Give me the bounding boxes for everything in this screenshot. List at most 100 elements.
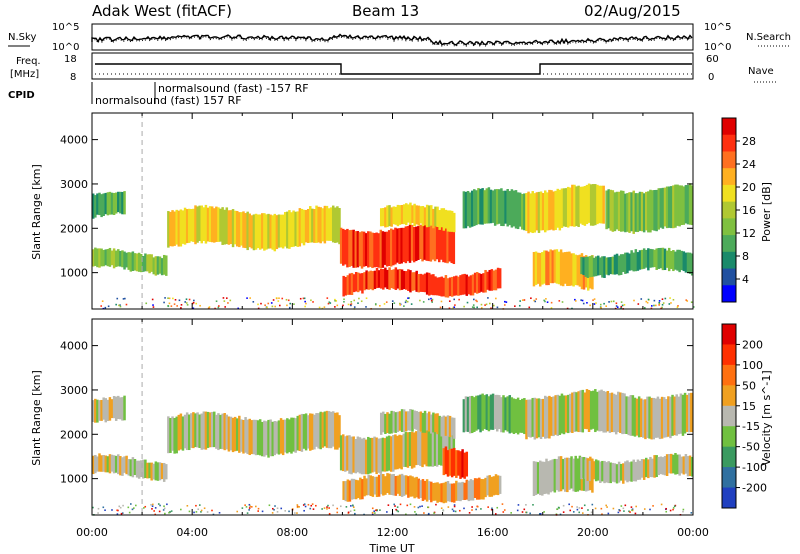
echo-cell xyxy=(636,252,640,271)
echo-cell xyxy=(512,398,516,435)
echo-cell xyxy=(382,269,385,290)
echo-cell xyxy=(574,254,577,286)
echo-cell xyxy=(379,208,383,227)
echo-cell xyxy=(281,419,285,456)
scatter-cell xyxy=(550,301,553,304)
scatter-cell xyxy=(606,506,608,508)
echo-cell xyxy=(394,227,397,265)
scatter-cell xyxy=(682,510,684,513)
echo-cell xyxy=(352,436,355,473)
scatter-cell xyxy=(686,300,689,302)
echo-cell xyxy=(433,430,437,466)
echo-cell xyxy=(446,430,449,468)
echo-cell xyxy=(537,398,541,438)
echo-cell xyxy=(478,477,481,500)
nave-label: Nave xyxy=(748,66,774,77)
echo-cell xyxy=(427,272,431,296)
echo-cell xyxy=(442,448,446,476)
echo-cell xyxy=(527,191,530,234)
scatter-cell xyxy=(285,298,288,301)
scatter-cell xyxy=(556,508,558,511)
echo-cell xyxy=(448,448,452,476)
echo-cell xyxy=(543,250,546,284)
echo-cell xyxy=(114,455,118,473)
colorbar-tick-label: 8 xyxy=(742,250,749,263)
scatter-cell xyxy=(353,509,356,512)
colorbar-tick-label: 50 xyxy=(742,379,756,392)
scatter-cell xyxy=(530,297,532,300)
echo-cell xyxy=(450,448,454,478)
scatter-cell xyxy=(581,512,584,514)
colorbar-swatch xyxy=(722,344,736,366)
echo-cell xyxy=(185,412,189,451)
scatter-cell xyxy=(493,304,495,307)
echo-cell xyxy=(336,206,339,243)
echo-cell xyxy=(434,482,437,501)
echo-cell xyxy=(235,418,239,451)
scatter-cell xyxy=(558,300,561,302)
echo-cell xyxy=(468,396,472,434)
scatter-cell xyxy=(386,511,388,513)
scatter-cell xyxy=(521,511,524,513)
echo-cell xyxy=(384,207,387,228)
echo-cell xyxy=(473,478,477,498)
echo-cell xyxy=(651,249,654,268)
echo-cell xyxy=(150,254,153,272)
scatter-cell xyxy=(535,298,538,300)
scatter-cell xyxy=(645,300,648,303)
echo-cell xyxy=(100,194,103,218)
echo-cell xyxy=(342,275,345,297)
scatter-cell xyxy=(271,507,274,510)
echo-cell xyxy=(496,189,499,225)
echo-cell xyxy=(183,414,187,449)
echo-cell xyxy=(465,274,469,296)
scatter-cell xyxy=(223,300,226,302)
echo-cell xyxy=(566,457,569,493)
scatter-cell xyxy=(534,300,537,303)
scatter-cell xyxy=(350,505,352,507)
echo-cell xyxy=(653,455,656,478)
scatter-cell xyxy=(501,503,504,505)
scatter-cell xyxy=(118,505,121,508)
scatter-cell xyxy=(453,504,456,506)
echo-cell xyxy=(267,419,270,458)
echo-cell xyxy=(611,256,615,275)
echo-cell xyxy=(313,209,316,243)
echo-cell xyxy=(123,251,126,270)
echo-cell xyxy=(446,481,450,502)
echo-cell xyxy=(175,416,178,454)
nsky-label: N.Sky xyxy=(8,32,36,43)
echo-cell xyxy=(489,189,493,224)
echo-cell xyxy=(92,455,95,475)
echo-cell xyxy=(112,248,116,269)
echo-cell xyxy=(250,215,254,249)
echo-cell xyxy=(624,461,627,481)
echo-cell xyxy=(461,481,464,500)
echo-cell xyxy=(486,475,489,496)
scatter-cell xyxy=(615,302,618,305)
echo-cell xyxy=(288,419,291,453)
scatter-cell xyxy=(119,304,121,306)
scatter-cell xyxy=(272,299,275,301)
echo-cell xyxy=(219,414,222,449)
echo-cell xyxy=(558,189,562,231)
echo-cell xyxy=(382,474,385,496)
echo-cell xyxy=(283,212,287,247)
x-tick-label: 00:00 xyxy=(76,526,108,539)
scatter-cell xyxy=(458,509,461,512)
scatter-cell xyxy=(303,503,306,505)
echo-cell xyxy=(402,270,406,290)
echo-cell xyxy=(461,449,464,478)
echo-cell xyxy=(634,193,638,232)
scatter-cell xyxy=(676,306,679,309)
echo-cell xyxy=(217,413,220,451)
velocity-cells xyxy=(92,319,694,516)
scatter-cell xyxy=(523,508,526,511)
echo-cell xyxy=(411,409,414,432)
echo-cell xyxy=(429,223,433,262)
scatter-cell xyxy=(296,505,299,508)
power-ylabel: Slant Range [km] xyxy=(30,164,43,260)
echo-cell xyxy=(261,213,264,249)
scatter-cell xyxy=(516,509,519,512)
echo-cell xyxy=(108,191,112,215)
